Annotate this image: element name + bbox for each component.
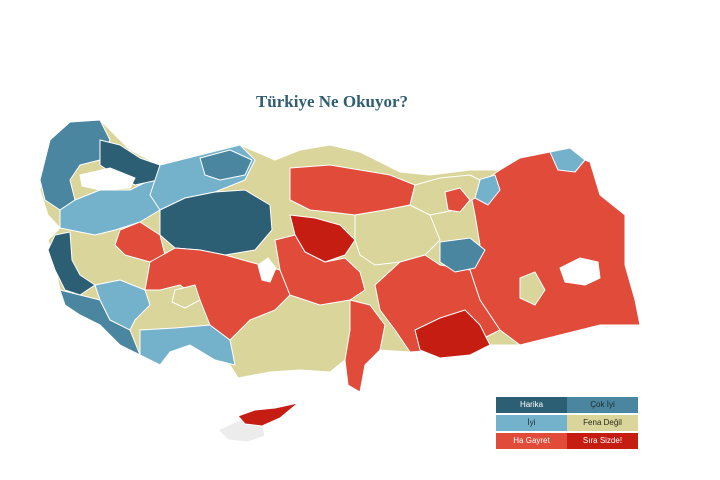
- region-thrace: [39, 119, 111, 211]
- region-sanliurfa: [414, 309, 491, 359]
- region-bingol: [519, 271, 546, 306]
- region-mersin: [344, 299, 386, 393]
- region-cyprus-north: [237, 402, 299, 427]
- lake-van: [559, 257, 601, 286]
- region-antalya: [139, 324, 236, 366]
- region-kastamonu: [199, 149, 253, 181]
- legend-item-sira-sizde: Sıra Sizde!: [567, 433, 638, 449]
- region-izmir: [47, 231, 96, 296]
- legend: Harika Çok İyi İyi Fena Değil Ha Gayret …: [496, 397, 638, 449]
- region-giresun: [444, 187, 471, 213]
- region-ankara: [159, 189, 273, 256]
- legend-item-cok-iyi: Çok İyi: [567, 397, 638, 413]
- region-central-south: [274, 234, 366, 306]
- region-elazig: [439, 237, 486, 273]
- legend-item-fena-degil: Fena Değil: [567, 415, 638, 431]
- map-title: Türkiye Ne Okuyor?: [255, 92, 409, 111]
- region-aegean-inner: [94, 279, 151, 331]
- lake-tuz: [257, 257, 277, 283]
- legend-item-ha-gayret: Ha Gayret: [496, 433, 567, 449]
- legend-item-harika: Harika: [496, 397, 567, 413]
- region-afyon-konya: [144, 247, 291, 341]
- legend-item-iyi: İyi: [496, 415, 567, 431]
- region-konya-light: [171, 284, 201, 309]
- region-cyprus-south: [217, 419, 266, 443]
- region-rize: [549, 147, 586, 173]
- sea-of-marmara: [79, 167, 136, 191]
